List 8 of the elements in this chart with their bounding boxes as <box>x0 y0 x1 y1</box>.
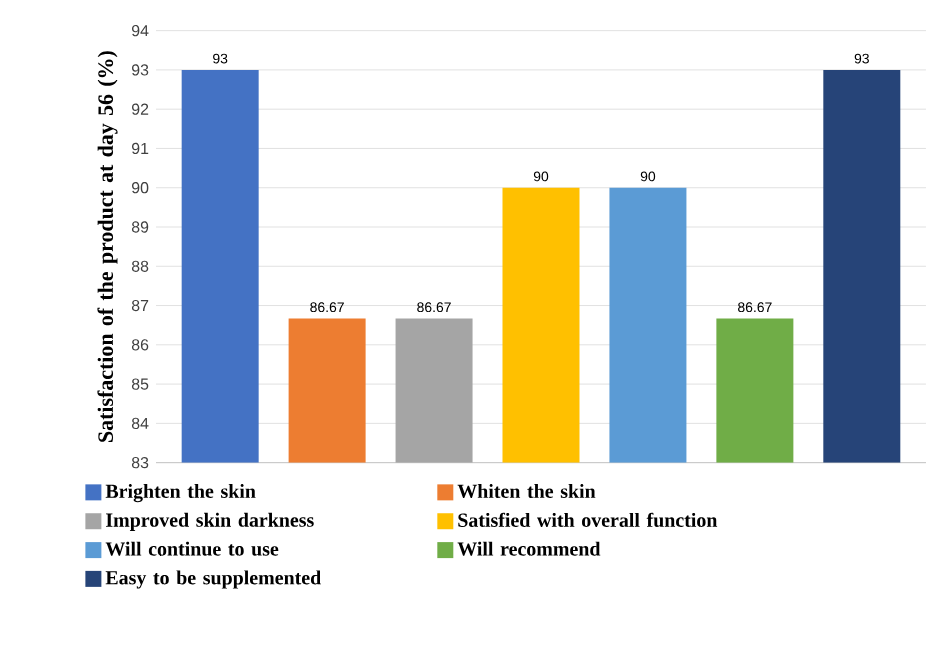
legend-label: Whiten the skin <box>457 483 596 498</box>
legend-label: Improved skin darkness <box>106 512 314 531</box>
y-axis-title: Satisfaction of the product at day 56 (%) <box>97 50 118 442</box>
legend-label: Will recommend <box>457 541 601 556</box>
legend-label: Will continue to use <box>105 541 279 556</box>
legend-label: Brighten the skin <box>105 483 256 502</box>
legend-label: Satisfied with overall function <box>458 512 718 527</box>
legend-label: Easy to be supplemented <box>105 570 322 589</box>
